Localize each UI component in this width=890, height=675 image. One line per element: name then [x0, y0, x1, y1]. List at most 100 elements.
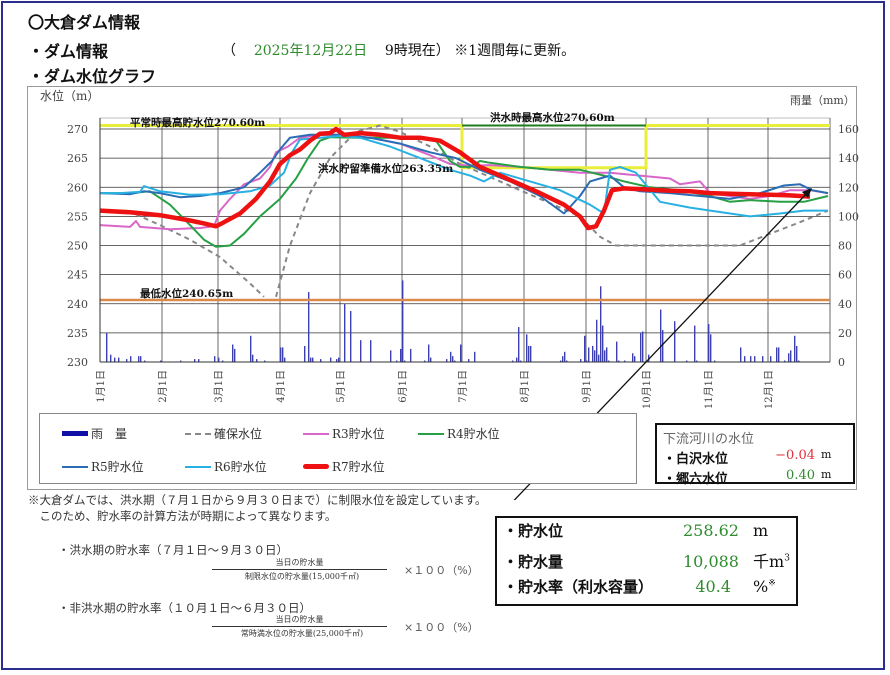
- rain-bar: [788, 353, 790, 362]
- rain-bar: [264, 360, 266, 362]
- rain-bar: [618, 360, 620, 362]
- rain-bar: [754, 356, 756, 362]
- rain-bar: [338, 357, 340, 362]
- rain-bar: [594, 350, 596, 362]
- rain-bar: [794, 335, 796, 362]
- rain-bar: [560, 360, 562, 362]
- river-label: ・郷六水位: [663, 472, 729, 487]
- rain-bar: [674, 321, 676, 362]
- rain-bar: [114, 357, 116, 362]
- series-R7貯水位: [99, 126, 811, 231]
- legend-r7: R7貯水位: [303, 458, 385, 475]
- rain-bar: [284, 357, 286, 362]
- y2-tick-label: 140: [838, 152, 859, 165]
- river-label: ・白沢水位: [663, 452, 729, 467]
- rain-bar: [320, 359, 322, 362]
- series-確保水位: [275, 124, 829, 298]
- x-tick-label: 9月1日: [581, 370, 593, 403]
- rain-bar: [592, 345, 594, 362]
- rain-bar: [424, 360, 426, 362]
- y2-tick-label: 80: [838, 240, 852, 253]
- nonflood-period-title: ・非洪水期の貯水率（１０月１日～６月３０日）: [58, 601, 311, 615]
- rain-bar: [762, 356, 764, 362]
- river-row-goroku: ・郷六水位 0.40 m: [663, 468, 853, 487]
- chart-axes: 270 265 260 255 250 245 240 235 230 160 140 120 100 8…: [67, 118, 859, 409]
- x-tick-label: 11月1日: [703, 370, 715, 409]
- rain-bar: [218, 357, 220, 362]
- reference-label: 洪水貯留準備水位263.35m: [318, 162, 453, 175]
- rain-bar: [602, 325, 604, 362]
- rain-bar: [798, 360, 800, 362]
- rain-bar: [696, 360, 698, 362]
- rain-bar: [586, 360, 588, 362]
- rain-bar: [784, 360, 786, 362]
- rain-bar: [428, 344, 430, 362]
- reference-label: 平常時最高貯水位270.60m: [130, 116, 265, 129]
- rain-bar: [608, 360, 610, 362]
- rain-bar: [304, 345, 306, 362]
- rain-bar: [708, 324, 710, 362]
- rain-bar: [310, 357, 312, 362]
- rain-bar: [632, 353, 634, 362]
- rain-bar: [180, 360, 182, 362]
- unit-sup: 3: [784, 553, 790, 564]
- rain-bar: [214, 356, 216, 362]
- stat-value: 258.62: [683, 521, 739, 540]
- normal-max-level-line: [100, 124, 830, 170]
- rain-bar: [404, 360, 406, 362]
- update-note: ※1週間毎に更新。: [454, 43, 576, 59]
- rain-bar: [686, 360, 688, 362]
- rain-bar: [232, 344, 234, 362]
- rain-bar: [454, 360, 456, 362]
- rain-bar: [474, 351, 476, 362]
- note-line-2: このため、貯水率の計算方法が時期によって異なります。: [28, 509, 337, 523]
- rain-bar: [252, 354, 254, 362]
- legend-swatch-r5: [62, 465, 88, 468]
- rain-bar: [256, 359, 258, 362]
- rain-bar: [282, 347, 284, 362]
- stat-rate: ・貯水率（利水容量） 40.4 %※: [503, 576, 790, 604]
- y-axis-label: 水位（m）: [40, 88, 99, 103]
- rain-bar: [312, 357, 314, 362]
- formula-denominator: 常時満水位の貯水量(25,000千㎥): [240, 629, 364, 638]
- rain-bar: [452, 356, 454, 362]
- rain-bar: [710, 334, 712, 362]
- rain-bar: [140, 356, 142, 362]
- rain-bar: [130, 356, 132, 362]
- stat-unit: %※: [753, 577, 776, 596]
- nonflood-formula: 当日の貯水量 常時満水位の貯水量(25,000千㎥): [212, 614, 392, 639]
- y2-tick-label: 60: [838, 269, 852, 282]
- rain-bar: [566, 360, 568, 362]
- rain-bar: [740, 347, 742, 362]
- rain-bar: [350, 311, 352, 362]
- rain-bar: [396, 360, 398, 362]
- rain-bar: [580, 359, 582, 362]
- rain-bar: [518, 327, 520, 362]
- rain-bar: [516, 357, 518, 362]
- stat-unit: 千m3: [753, 548, 790, 572]
- formula-denominator: 制限水位の貯水量(15,000千㎥): [244, 572, 360, 581]
- x-tick-label: 8月1日: [519, 370, 531, 403]
- x-tick-label: 1月1日: [95, 370, 107, 403]
- stat-label: ・貯水率（利水容量）: [503, 578, 654, 596]
- rain-bar: [512, 360, 514, 362]
- x-tick-label: 12月1日: [763, 370, 775, 409]
- rain-bar: [562, 356, 564, 362]
- y-tick-label: 250: [67, 240, 88, 253]
- x-tick-label: 10月1日: [641, 370, 653, 409]
- legend-r3: R3貯水位: [303, 425, 385, 442]
- rain-bar: [600, 286, 602, 362]
- river-unit: m: [821, 448, 832, 461]
- rain-bar: [564, 351, 566, 362]
- river-title: 下流河川の水位: [663, 432, 755, 447]
- rain-bar: [604, 350, 606, 362]
- rain-bar: [330, 357, 332, 362]
- rain-bar: [144, 360, 146, 362]
- rain-bar: [790, 350, 792, 362]
- section-graph: ・ダム水位グラフ: [28, 67, 157, 86]
- rain-bar: [194, 359, 196, 362]
- y-tick-label: 235: [67, 327, 88, 340]
- rain-bar: [744, 356, 746, 362]
- x-tick-label: 3月1日: [213, 370, 225, 403]
